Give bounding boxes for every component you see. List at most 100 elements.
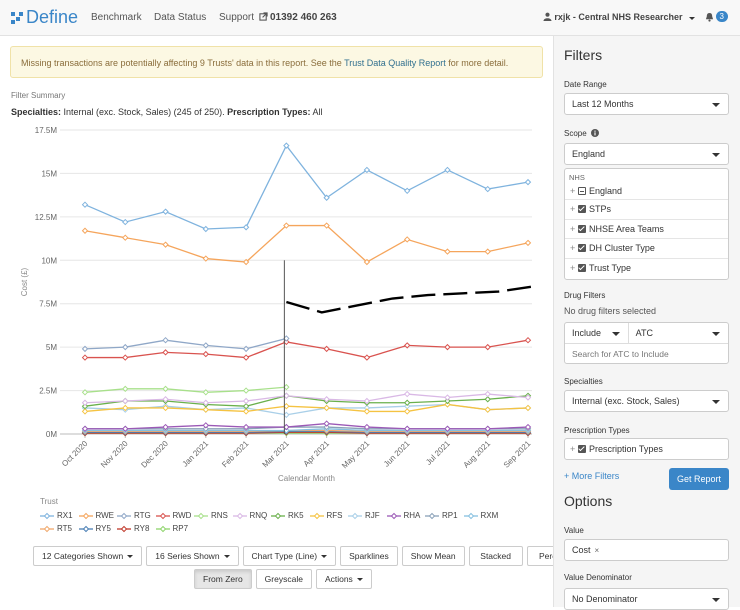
legend-item-rjf[interactable]: RJF xyxy=(348,511,387,520)
legend-item-rwd[interactable]: RWD xyxy=(155,511,195,520)
legend-label: RP7 xyxy=(172,524,189,533)
chart-controls-row-1: 12 Categories Shown 16 Series Shown Char… xyxy=(33,546,581,566)
prescription-types-tree[interactable]: + Prescription Types xyxy=(564,438,729,460)
expand-icon[interactable]: + xyxy=(570,262,576,273)
data-point-rha xyxy=(162,423,169,431)
tree-item-dh-cluster-type[interactable]: + DH Cluster Type xyxy=(565,238,728,258)
data-point-rnq xyxy=(242,397,250,405)
remove-tag-icon[interactable]: × xyxy=(594,545,600,555)
tree-item-england[interactable]: + England xyxy=(565,183,728,199)
series-shown-label: 16 Series Shown xyxy=(155,551,220,561)
tree-item-label: NHSE Area Teams xyxy=(589,223,664,234)
nav-data-status[interactable]: Data Status xyxy=(154,12,207,23)
data-point-rha xyxy=(122,425,129,432)
legend-item-ry8[interactable]: RY8 xyxy=(117,524,156,533)
notifications[interactable]: 3 xyxy=(705,11,728,22)
nav-benchmark[interactable]: Benchmark xyxy=(91,12,142,23)
scope-select[interactable]: England xyxy=(564,143,729,165)
data-point-rwd xyxy=(444,343,451,351)
atc-search-input[interactable]: Search for ATC to Include xyxy=(572,349,669,359)
legend-item-rp7[interactable]: RP7 xyxy=(155,524,195,533)
legend-item-rfs[interactable]: RFS xyxy=(309,511,349,520)
data-point-rwd xyxy=(202,350,210,358)
checkbox-checked-icon[interactable] xyxy=(578,244,586,253)
legend-swatch-icon xyxy=(425,512,439,519)
legend-label: RK5 xyxy=(288,511,304,520)
date-range-select[interactable]: Last 12 Months xyxy=(564,93,729,115)
data-point-rwd xyxy=(162,349,169,356)
include-value: Include xyxy=(572,328,602,338)
data-point-rx1 xyxy=(162,208,169,215)
get-report-button[interactable]: Get Report xyxy=(669,468,729,490)
chart-type-dropdown[interactable]: Chart Type (Line) xyxy=(242,546,337,566)
drug-filter-box: Include ATC Search for ATC to Include xyxy=(564,322,729,364)
date-range-label: Date Range xyxy=(564,80,607,89)
expand-icon[interactable]: + xyxy=(570,243,576,254)
options-title: Options xyxy=(564,493,613,509)
legend-label: RP1 xyxy=(442,511,458,520)
actions-dropdown[interactable]: Actions xyxy=(315,569,372,589)
legend-swatch-icon xyxy=(78,525,93,532)
legend-item-ry5[interactable]: RY5 xyxy=(78,524,118,533)
checkbox-checked-icon[interactable] xyxy=(578,445,586,453)
checkbox-checked-icon[interactable] xyxy=(578,263,586,272)
data-point-rwe xyxy=(403,236,411,243)
expand-icon[interactable]: + xyxy=(570,186,576,196)
data-point-rns xyxy=(122,385,129,393)
legend-item-rnq[interactable]: RNQ xyxy=(232,511,272,520)
legend-item-rwe[interactable]: RWE xyxy=(78,511,118,520)
tree-item-nhse-area-teams[interactable]: + NHSE Area Teams xyxy=(565,218,728,239)
sparklines-button[interactable]: Sparklines xyxy=(340,546,398,566)
series-shown-dropdown[interactable]: 16 Series Shown xyxy=(146,546,239,566)
tree-item-label: Trust Type xyxy=(589,262,632,273)
data-point-rwd xyxy=(484,343,491,351)
checkbox-partial-icon[interactable] xyxy=(578,187,586,195)
user-icon xyxy=(543,12,552,21)
dropdown-arrow-icon xyxy=(611,332,620,336)
categories-shown-dropdown[interactable]: 12 Categories Shown xyxy=(33,546,143,566)
data-point-rwd xyxy=(403,342,411,349)
legend-item-rns[interactable]: RNS xyxy=(194,511,233,520)
data-point-rwe xyxy=(81,227,89,234)
checkbox-checked-icon[interactable] xyxy=(578,224,586,233)
legend-item-rtg[interactable]: RTG xyxy=(117,511,156,520)
data-point-rx1 xyxy=(122,218,129,226)
include-select[interactable]: Include xyxy=(565,323,629,343)
legend-label: RJF xyxy=(365,511,380,520)
nav-support[interactable]: Support xyxy=(219,12,268,23)
user-menu[interactable]: rxjk - Central NHS Researcher xyxy=(543,12,695,22)
checkbox-checked-icon[interactable] xyxy=(578,205,586,214)
legend-item-rxm[interactable]: RXM xyxy=(463,511,503,520)
tree-item-stps[interactable]: + STPs xyxy=(565,199,728,219)
legend-item-rp1[interactable]: RP1 xyxy=(425,511,464,520)
legend-item-rk5[interactable]: RK5 xyxy=(271,511,310,520)
atc-select[interactable]: ATC xyxy=(629,323,728,343)
greyscale-button[interactable]: Greyscale xyxy=(255,569,312,589)
stacked-button[interactable]: Stacked xyxy=(468,546,523,566)
brand-logo[interactable]: Define xyxy=(10,7,78,28)
value-input[interactable]: Cost × xyxy=(564,539,729,561)
expand-icon[interactable]: + xyxy=(570,204,576,215)
specialties-select[interactable]: Internal (exc. Stock, Sales) xyxy=(564,390,729,412)
show-mean-button[interactable]: Show Mean xyxy=(401,546,465,566)
data-point-rwe xyxy=(283,222,290,229)
filter-summary: Specialties: Internal (exc. Stock, Sales… xyxy=(11,107,322,117)
y-tick-label: 12.5M xyxy=(35,213,58,222)
series-line-rwd xyxy=(85,339,529,359)
legend-item-rt5[interactable]: RT5 xyxy=(40,524,79,533)
dashed-annotation-line xyxy=(286,285,535,314)
data-point-rnq xyxy=(81,399,89,406)
info-icon[interactable] xyxy=(590,129,599,137)
more-filters-link[interactable]: + More Filters xyxy=(564,471,620,481)
data-point-rk5 xyxy=(81,402,89,410)
legend-item-rha[interactable]: RHA xyxy=(386,511,426,520)
legend-item-rx1[interactable]: RX1 xyxy=(40,511,79,520)
data-point-rx1 xyxy=(283,142,290,149)
from-zero-button[interactable]: From Zero xyxy=(194,569,252,589)
data-point-rx1 xyxy=(323,194,330,201)
expand-icon[interactable]: + xyxy=(570,444,576,454)
series-line-ry5 xyxy=(85,430,528,433)
expand-icon[interactable]: + xyxy=(570,223,576,234)
tree-item-trust-type[interactable]: + Trust Type xyxy=(565,257,728,278)
trust-data-quality-report-link[interactable]: Trust Data Quality Report xyxy=(344,58,446,68)
